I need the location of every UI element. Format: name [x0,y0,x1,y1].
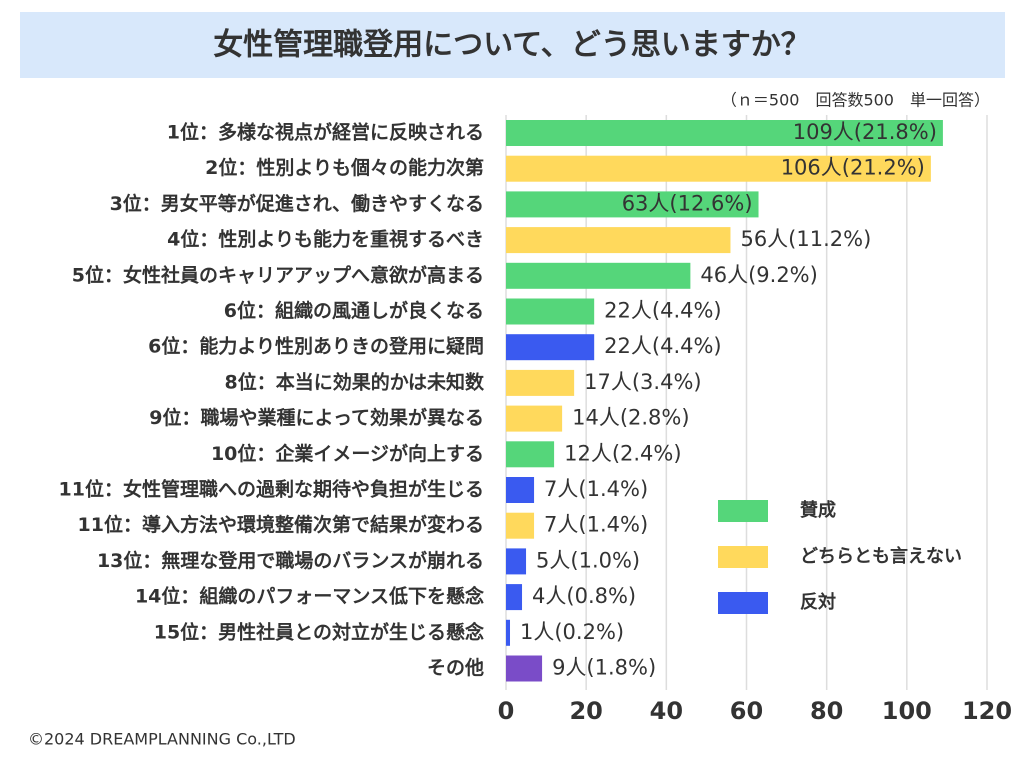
value-label: 56人(11.2%) [740,227,871,251]
x-tick-label: 100 [882,697,932,725]
value-label: 106人(21.2%) [781,156,925,180]
category-label: 9位：職場や業種によって効果が異なる [149,406,484,429]
category-label: 8位：本当に効果的かは未知数 [225,370,485,393]
category-label: 11位：女性管理職への過剰な期待や負担が生じる [59,478,484,501]
legend-swatch [718,546,768,568]
bar [506,191,759,218]
value-label: 109人(21.8%) [793,120,937,144]
value-label: 14人(2.8%) [572,406,689,430]
value-label: 4人(0.8%) [532,584,636,608]
legend-swatch [718,592,768,614]
value-label: 63人(12.6%) [622,191,753,215]
value-label: 12人(2.4%) [564,441,681,465]
category-label: 5位：女性社員のキャリアアップへ意欲が高まる [72,263,484,286]
value-label: 17人(3.4%) [584,370,701,394]
bar [506,619,511,646]
value-label: 1人(0.2%) [520,620,624,644]
bar [506,334,595,361]
category-label: 13位：無理な登用で職場のバランスが崩れる [97,549,484,572]
value-label: 22人(4.4%) [604,299,721,323]
legend-swatch [718,500,768,522]
x-tick-label: 60 [730,697,763,725]
bar [506,298,595,325]
x-tick-label: 20 [569,697,602,725]
x-tick-label: 120 [962,697,1012,725]
bar [506,405,563,432]
legend-label: 反対 [800,591,836,613]
category-label: 11位：導入方法や環境整備次第で結果が変わる [78,513,484,536]
category-label: 2位：性別よりも個々の能力次第 [205,156,484,179]
category-label: 3位：男女平等が促進され、働きやすくなる [110,192,484,215]
value-label: 7人(1.4%) [544,513,648,537]
bar [506,548,527,575]
value-label: 5人(1.0%) [536,548,640,572]
bar [506,155,931,182]
bar [506,512,535,539]
value-label: 46人(9.2%) [700,263,817,287]
category-label: 4位：性別よりも能力を重視するべき [167,228,484,251]
bar [506,369,575,396]
x-tick-label: 80 [810,697,843,725]
x-tick-label: 0 [498,697,515,725]
category-label: 15位：男性社員との対立が生じる懸念 [154,620,484,643]
category-label: 14位：組織のパフォーマンス低下を懸念 [135,585,484,608]
x-tick-label: 40 [650,697,683,725]
title-band [20,12,1005,78]
legend-label: 賛成 [800,499,836,521]
category-label: 1位：多様な視点が経営に反映される [167,121,484,144]
category-label: 6位：能力より性別ありきの登用に疑問 [148,335,484,358]
bar [506,227,731,254]
value-label: 9人(1.8%) [552,656,656,680]
subtitle: （ｎ＝500 回答数500 単一回答） [721,91,990,110]
bar [506,584,523,611]
chart-title: 女性管理職登用について、どう思いますか？ [213,28,811,63]
bar [506,441,555,468]
category-label: 10位：企業イメージが向上する [211,442,484,465]
value-label: 7人(1.4%) [544,477,648,501]
bar [506,477,535,503]
bar [506,262,691,289]
bar [506,655,543,682]
category-label: 6位：組織の風通しが良くなる [224,299,484,322]
value-label: 22人(4.4%) [604,334,721,358]
legend-label: どちらとも言えない [800,545,962,567]
footer: ©2024 DREAMPLANNING Co.,LTD [28,730,296,749]
category-label: その他 [427,656,484,679]
bar [506,120,943,146]
